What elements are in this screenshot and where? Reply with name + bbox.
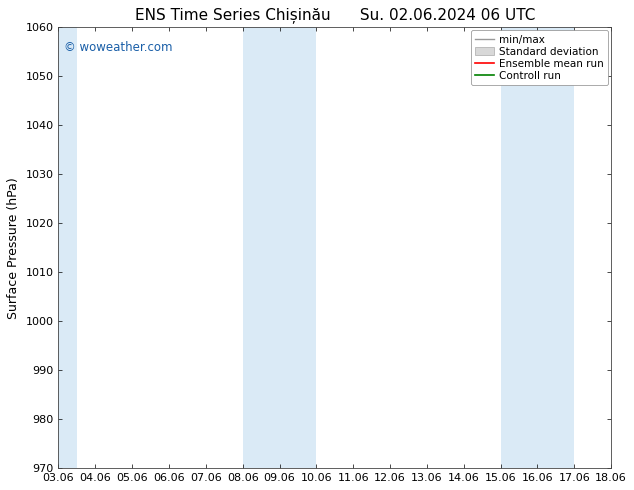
Legend: min/max, Standard deviation, Ensemble mean run, Controll run: min/max, Standard deviation, Ensemble me… [471,30,608,85]
Y-axis label: Surface Pressure (hPa): Surface Pressure (hPa) [7,177,20,318]
Title: ENS Time Series Chișinău      Su. 02.06.2024 06 UTC: ENS Time Series Chișinău Su. 02.06.2024 … [134,7,535,23]
Bar [40,27,77,468]
Bar [243,27,316,468]
Bar [501,27,574,468]
Text: © woweather.com: © woweather.com [64,41,172,53]
